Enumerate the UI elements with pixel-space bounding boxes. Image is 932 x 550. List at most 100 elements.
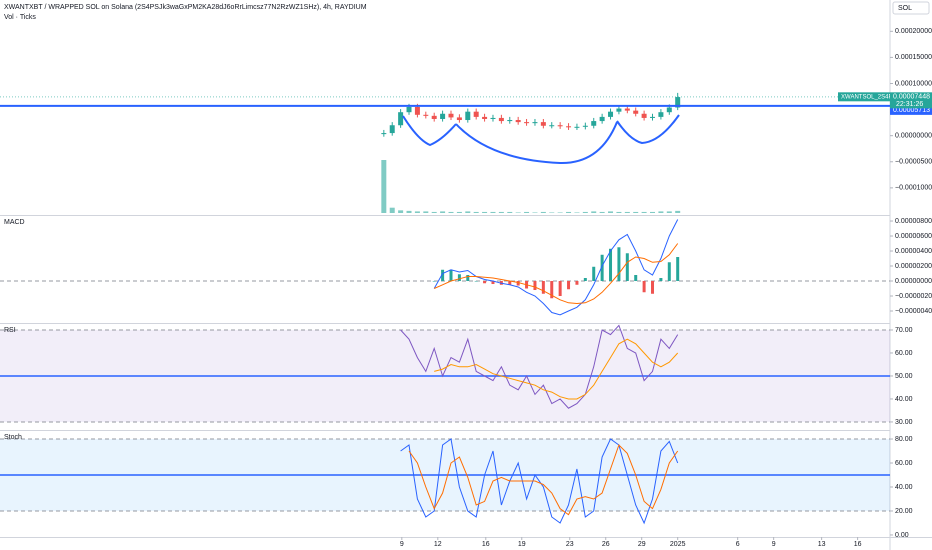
- volume-bar: [507, 211, 513, 213]
- candle-body: [515, 120, 521, 123]
- candle-body: [650, 116, 656, 118]
- volume-bar: [624, 211, 630, 213]
- x-tick-label: 2025: [670, 541, 686, 548]
- level-label: 0.00005713: [893, 107, 930, 114]
- candle-body: [381, 133, 387, 135]
- candle-body: [574, 126, 580, 128]
- y-tick-label: 40.00: [895, 396, 913, 403]
- volume-bar: [406, 210, 412, 213]
- volume-bar: [465, 211, 471, 213]
- volume-bar: [540, 211, 546, 213]
- x-tick-label: 9: [400, 541, 404, 548]
- candle-body: [582, 125, 588, 127]
- volume-bar: [616, 211, 622, 213]
- histogram-bar: [575, 281, 579, 285]
- histogram-bar: [567, 281, 571, 290]
- candle-body: [616, 108, 622, 112]
- histogram-bar: [466, 275, 470, 282]
- x-tick-label: 26: [602, 541, 610, 548]
- x-tick-label: 16: [854, 541, 862, 548]
- histogram-bar: [474, 281, 478, 282]
- x-tick-label: 13: [818, 541, 826, 548]
- volume-bar: [591, 211, 597, 213]
- volume-bar: [515, 212, 521, 213]
- x-tick-label: 29: [638, 541, 646, 548]
- y-tick-label: 0.00: [895, 532, 909, 539]
- y-tick-label: 0.00000000: [895, 133, 932, 140]
- volume-bar: [574, 212, 580, 213]
- histogram-bar: [659, 278, 663, 282]
- volume-bar: [414, 211, 420, 213]
- volume-bar: [440, 211, 446, 213]
- histogram-bar: [583, 278, 587, 282]
- volume-bar: [524, 211, 530, 213]
- volume-bar: [633, 211, 639, 213]
- volume-bar: [675, 210, 681, 213]
- left-handle: [402, 115, 457, 147]
- candle-body: [591, 121, 597, 126]
- y-tick-label: 0.00000000: [895, 278, 932, 285]
- candle-body: [524, 122, 530, 124]
- y-tick-label: −0.00010000: [895, 185, 932, 192]
- volume-bar: [582, 211, 588, 213]
- cup: [455, 121, 618, 165]
- y-tick-label: 80.00: [895, 436, 913, 443]
- histogram-bar: [651, 281, 655, 294]
- indicator-line: [408, 444, 679, 516]
- candle-body: [490, 117, 496, 119]
- price-countdown: 22:31:26: [896, 101, 923, 108]
- x-tick-label: 9: [772, 541, 776, 548]
- candle-body: [473, 111, 479, 117]
- candle-body: [498, 117, 504, 122]
- currency[interactable]: SOL: [898, 5, 912, 12]
- x-tick-label: 6: [736, 541, 740, 548]
- histogram-bar: [483, 281, 487, 284]
- y-tick-label: 0.00010000: [895, 80, 932, 87]
- indicator-line: [433, 219, 679, 316]
- candle-body: [448, 113, 454, 118]
- histogram-bar: [432, 281, 436, 282]
- histogram-bar: [634, 275, 638, 282]
- volume-bar: [557, 212, 563, 213]
- candle-body: [624, 108, 630, 111]
- candle-body: [389, 125, 395, 134]
- histogram-bar: [667, 262, 671, 282]
- candle-body: [666, 107, 672, 113]
- candle-body: [398, 112, 404, 126]
- volume-bar: [532, 212, 538, 213]
- histogram-bar: [558, 281, 562, 297]
- histogram-bar: [609, 248, 613, 282]
- histogram-bar: [617, 247, 621, 282]
- histogram-bar: [491, 281, 495, 285]
- y-tick-label: 0.00000200: [895, 263, 932, 270]
- candle-body: [540, 122, 546, 126]
- y-tick-label: 60.00: [895, 460, 913, 467]
- chart-title: XWANTXBT / WRAPPED SOL on Solana (2S4PSJ…: [4, 4, 367, 11]
- histogram-bar: [516, 281, 520, 286]
- candle-body: [507, 120, 513, 122]
- y-tick-label: −0.00000400: [895, 308, 932, 315]
- volume-bar: [650, 211, 656, 213]
- histogram-bar: [441, 269, 445, 282]
- histogram-bar: [592, 266, 596, 282]
- candle-body: [431, 115, 437, 119]
- candle-body: [482, 116, 488, 119]
- candle-body: [465, 111, 471, 121]
- volume-bar: [608, 211, 614, 213]
- y-tick-label: 40.00: [895, 484, 913, 491]
- volume-bar: [482, 211, 488, 213]
- indicator-line: [400, 438, 679, 525]
- currency-box[interactable]: [892, 1, 930, 15]
- y-tick-label: 20.00: [895, 508, 913, 515]
- volume-bar: [389, 207, 395, 213]
- volume-bar: [666, 211, 672, 213]
- candle-body: [549, 125, 555, 127]
- volume-bar: [381, 160, 387, 213]
- volume-bar: [431, 211, 437, 213]
- x-tick-label: 12: [434, 541, 442, 548]
- price-name-tag: [838, 92, 890, 102]
- chart-subtitle: Vol · Ticks: [4, 14, 36, 21]
- volume-bar: [641, 211, 647, 213]
- volume-bar: [498, 211, 504, 213]
